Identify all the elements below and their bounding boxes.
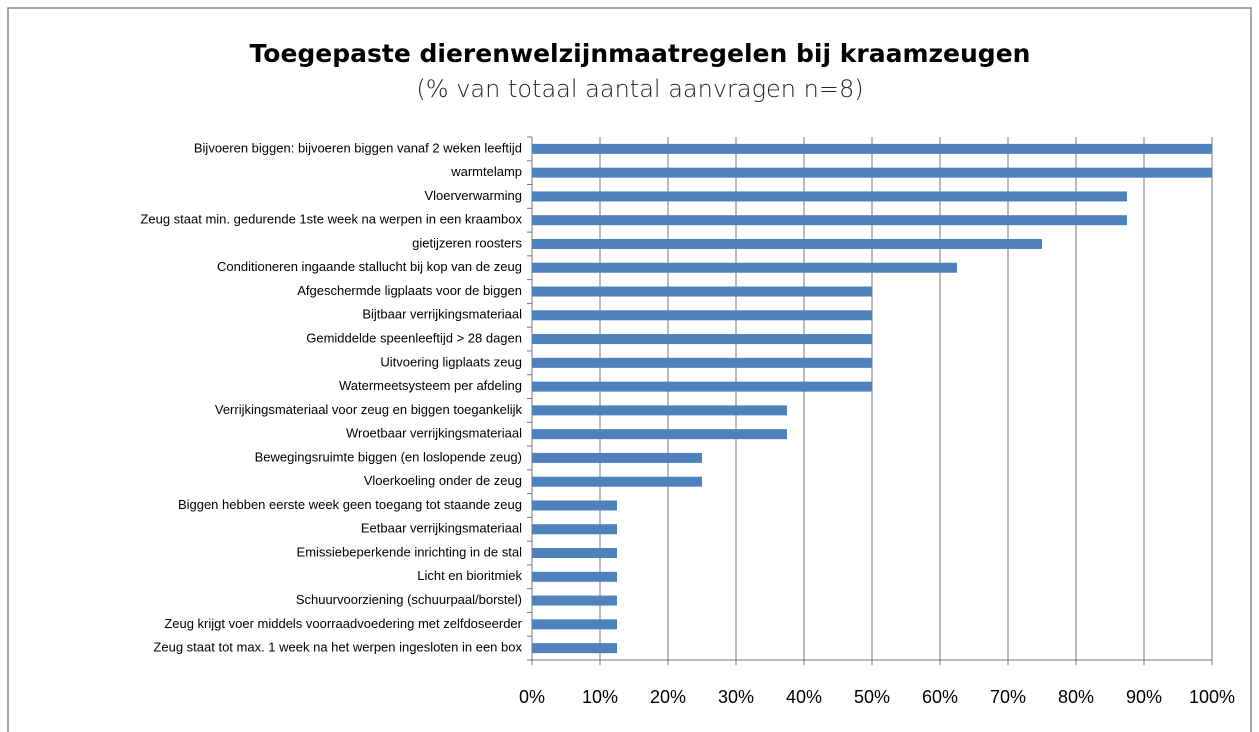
y-tick-label: Eetbaar verrijkingsmateriaal (361, 521, 522, 536)
x-tick-label: 20% (650, 687, 686, 707)
bar (532, 167, 1212, 178)
chart-frame (7, 7, 1252, 732)
x-tick-label: 50% (854, 687, 890, 707)
bar (532, 571, 617, 582)
y-tick-label: gietijzeren roosters (412, 235, 522, 250)
bar (532, 143, 1212, 154)
y-tick-label: Licht en bioritmiek (417, 568, 522, 583)
y-tick-label: Bijtbaar verrijkingsmateriaal (362, 307, 522, 322)
x-tick-label: 70% (990, 687, 1026, 707)
x-tick-label: 80% (1058, 687, 1094, 707)
y-tick-label: Verrijkingsmateriaal voor zeug en biggen… (215, 402, 523, 417)
bar (532, 238, 1042, 249)
y-tick-label: Watermeetsysteem per afdeling (339, 378, 522, 393)
bar (532, 595, 617, 606)
x-tick-label: 30% (718, 687, 754, 707)
y-tick-label: Zeug staat min. gedurende 1ste week na w… (140, 212, 522, 227)
bar (532, 524, 617, 535)
y-tick-label: Vloerkoeling onder de zeug (364, 473, 522, 488)
bar (532, 548, 617, 559)
bar (532, 215, 1127, 226)
y-tick-label: Vloerverwarming (424, 188, 522, 203)
chart-title: Toegepaste dierenwelzijnmaatregelen bij … (250, 39, 1031, 68)
y-tick-label: Emissiebeperkende inrichting in de stal (297, 544, 523, 559)
bar (532, 262, 957, 273)
y-tick-label: Bijvoeren biggen: bijvoeren biggen vanaf… (194, 140, 522, 155)
bar (532, 405, 787, 416)
y-tick-label: Conditioneren ingaande stallucht bij kop… (217, 259, 522, 274)
y-tick-label: warmtelamp (450, 164, 522, 179)
x-tick-label: 90% (1126, 687, 1162, 707)
y-tick-label: Uitvoering ligplaats zeug (380, 354, 522, 369)
bar (532, 191, 1127, 202)
bar (532, 476, 702, 487)
bar (532, 619, 617, 630)
y-tick-label: Gemiddelde speenleeftijd > 28 dagen (306, 331, 522, 346)
y-tick-label: Zeug staat tot max. 1 week na het werpen… (153, 640, 522, 655)
bar (532, 429, 787, 440)
y-tick-label: Wroetbaar verrijkingsmateriaal (346, 426, 522, 441)
y-tick-label: Schuurvoorziening (schuurpaal/borstel) (296, 592, 522, 607)
bar (532, 500, 617, 511)
x-tick-label: 0% (519, 687, 545, 707)
bar (532, 452, 702, 463)
y-tick-label: Bewegingsruimte biggen (en loslopende ze… (255, 449, 522, 464)
bar (532, 334, 872, 345)
x-tick-label: 40% (786, 687, 822, 707)
x-tick-label: 10% (582, 687, 618, 707)
y-tick-label: Afgeschermde ligplaats voor de biggen (297, 283, 522, 298)
bar (532, 286, 872, 297)
y-tick-label: Biggen hebben eerste week geen toegang t… (178, 497, 522, 512)
y-tick-label: Zeug krijgt voer middels voorraadvoederi… (164, 616, 522, 631)
bar (532, 381, 872, 392)
bar (532, 310, 872, 321)
x-tick-label: 100% (1189, 687, 1235, 707)
bar (532, 357, 872, 368)
x-tick-label: 60% (922, 687, 958, 707)
bar (532, 643, 617, 654)
chart-subtitle: (% van totaal aantal aanvragen n=8) (416, 75, 863, 103)
